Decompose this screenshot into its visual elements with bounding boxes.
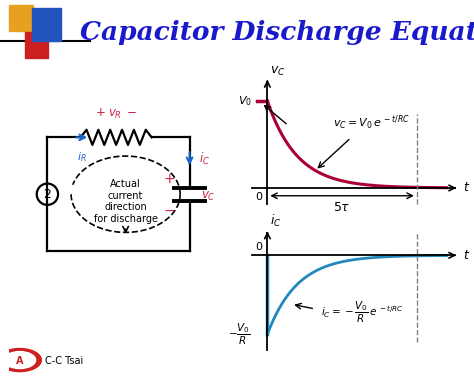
Circle shape [0,349,41,371]
Text: $t$: $t$ [463,249,470,262]
Text: $i_C$: $i_C$ [270,213,282,229]
Text: $+ \; v_R \; -$: $+ \; v_R \; -$ [95,106,137,121]
Text: $+$: $+$ [164,172,175,186]
Text: Actual
current
direction
for discharge: Actual current direction for discharge [93,179,158,224]
Text: $0$: $0$ [255,240,264,252]
Text: $v_C$: $v_C$ [270,65,285,78]
Circle shape [4,352,36,368]
Text: Capacitor Discharge Equations: Capacitor Discharge Equations [80,20,474,45]
Bar [25,32,48,58]
Bar [9,5,33,31]
Text: $i_R$: $i_R$ [77,150,87,164]
Text: $-\dfrac{V_0}{R}$: $-\dfrac{V_0}{R}$ [228,322,251,347]
Text: $i_C = -\dfrac{V_0}{R}\, e^{\,-t/RC}$: $i_C = -\dfrac{V_0}{R}\, e^{\,-t/RC}$ [321,299,404,325]
Text: $t$: $t$ [463,182,470,194]
Text: $0$: $0$ [255,190,264,202]
Text: $-$: $-$ [164,203,175,217]
Text: $5\tau$: $5\tau$ [333,201,351,214]
Text: A: A [16,356,24,366]
Text: $v_C = V_0\, e^{\,-t/RC}$: $v_C = V_0\, e^{\,-t/RC}$ [333,114,410,132]
Text: $V_0$: $V_0$ [238,94,253,108]
Text: $v_C$: $v_C$ [201,190,216,203]
Text: $i_C$: $i_C$ [199,150,210,167]
Text: C-C Tsai: C-C Tsai [45,356,83,366]
Text: 2: 2 [44,188,51,201]
Bar [32,8,61,41]
